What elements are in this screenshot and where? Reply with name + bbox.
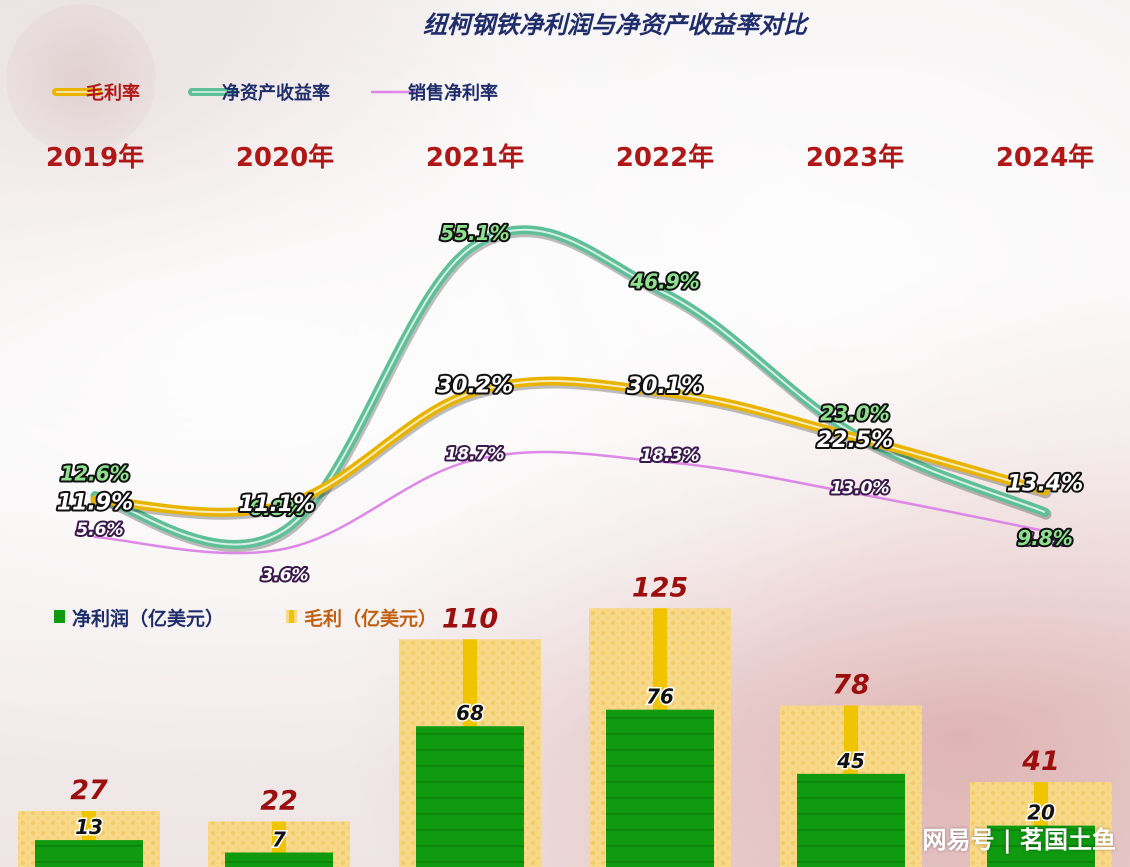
legend-label-gross_margin: 毛利率 [86,82,140,104]
label-gross_margin: 13.4% [1007,472,1083,497]
label-gross_margin: 11.1% [239,492,315,517]
net-profit-label: 20 [1027,801,1055,825]
year-label: 2019年 [46,142,144,173]
line-series [90,225,1052,555]
label-roe: 46.9% [629,269,699,293]
net-profit-bar-texture [416,726,524,867]
legend-label-net_margin: 销售净利率 [408,82,498,104]
label-net_margin: 13.0% [831,478,890,498]
net-profit-label: 7 [272,828,286,852]
label-roe: 12.6% [60,462,129,486]
line-highlight-gross_margin [94,380,1046,514]
legend-label-gross-profit: 毛利（亿美元） [304,607,437,630]
label-gross_margin: 30.1% [627,374,703,399]
net-profit-bar-texture [35,840,143,867]
legend-label-net-profit: 净利润（亿美元） [72,607,224,630]
label-roe: 55.1% [440,221,509,245]
label-gross_margin: 30.2% [437,374,513,399]
label-net_margin: 3.6% [261,566,308,586]
net-profit-label: 68 [456,701,484,725]
year-label: 2022年 [616,142,714,173]
gross-profit-label: 125 [632,572,688,603]
label-net_margin: 18.3% [641,446,700,466]
legend-label-roe: 净资产收益率 [222,82,330,104]
year-label: 2024年 [996,142,1094,173]
year-label: 2023年 [806,142,904,173]
net-profit-bar-texture [987,825,1095,867]
label-roe: 23.0% [820,401,889,425]
legend-swatch-stripe [289,610,294,623]
line-gross_margin [90,376,1050,517]
gross-profit-label: 78 [832,670,870,701]
label-net_margin: 18.7% [446,445,505,465]
net-profit-label: 13 [75,815,103,839]
label-roe: 9.8% [1017,526,1072,550]
source-watermark: 网易号 | 茗国土鱼 [922,826,1116,854]
bar-series [18,608,1112,867]
year-axis: 2019年 2020年 2021年 2022年 2023年 2024年 [46,142,1094,173]
net-profit-bar-texture [225,852,333,867]
year-label: 2021年 [426,142,524,173]
label-net_margin: 5.6% [76,520,123,540]
logo-watermark [6,4,156,154]
gross-profit-label: 22 [260,785,298,816]
label-net_margin: 6.6% [1021,530,1068,550]
label-roe: 6.8% [249,496,304,520]
data-labels: 27 13 22 7 110 68 125 76 78 45 41 20 5.6% 3.6% 18.7% 18… [55,219,1085,853]
label-gross_margin: 22.5% [817,428,893,453]
bar-legend: 净利润（亿美元） 毛利（亿美元） [54,607,437,630]
label-gross_margin: 11.9% [57,490,133,515]
net-profit-label: 45 [836,749,865,773]
net-profit-label: 76 [646,685,674,709]
gross-profit-label: 110 [442,603,498,634]
year-label: 2020年 [236,142,334,173]
line-net_margin [93,450,1047,555]
chart-title: 纽柯钢铁净利润与净资产收益率对比 [423,11,810,39]
gross-profit-label: 41 [1021,746,1060,777]
gross-profit-label: 27 [70,775,108,806]
net-profit-bar-texture [606,709,714,867]
legend-swatch-net-profit [54,610,65,623]
net-profit-bar-texture [797,773,905,867]
line-legend: 毛利率 净资产收益率 销售净利率 [52,82,498,104]
